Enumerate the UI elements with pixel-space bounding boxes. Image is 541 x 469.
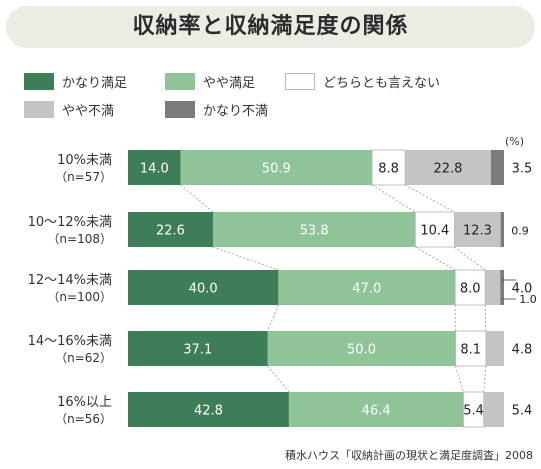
legend-item-somewhat-dissatisfied: やや不満 <box>24 100 115 119</box>
connector-line <box>267 304 279 332</box>
legend-swatch <box>285 72 315 90</box>
bar-segment <box>500 212 504 247</box>
legend-label: かなり満足 <box>62 75 128 91</box>
data-label: 4.0 <box>512 282 533 297</box>
data-label: 22.8 <box>433 162 462 177</box>
legend-swatch <box>24 100 54 118</box>
data-label: 46.4 <box>362 404 391 419</box>
legend-swatch <box>165 100 195 118</box>
data-label: 40.0 <box>189 282 218 297</box>
data-label: 37.1 <box>183 343 212 358</box>
data-label: 50.9 <box>262 162 291 177</box>
data-label: 22.6 <box>156 224 185 239</box>
bar-segment <box>128 270 279 305</box>
unit-label: (%) <box>505 135 525 148</box>
bar-segment <box>414 211 455 248</box>
bar-segment <box>490 150 504 185</box>
bar-segment <box>405 150 491 185</box>
category-label: 14〜16%未満 <box>28 334 112 349</box>
data-label: 12.3 <box>463 224 492 239</box>
bar-segment <box>128 392 289 427</box>
legend-label: どちらとも言えない <box>323 75 441 91</box>
category-label: 10%未満 <box>57 153 112 168</box>
title-banner: 収納率と収納満足度の関係 <box>6 6 535 48</box>
data-label: 10.4 <box>420 224 449 239</box>
source-note: 積水ハウス「収納計画の現状と満足度調査」2008 <box>285 449 533 462</box>
data-label: 42.8 <box>194 404 223 419</box>
legend-label: やや満足 <box>203 75 256 91</box>
connector-line <box>180 184 214 213</box>
bar-segment <box>462 391 485 428</box>
bar-segment <box>288 392 464 427</box>
category-n-label: （n=56） <box>55 412 112 426</box>
data-label: 5.4 <box>463 404 484 419</box>
bar-segment <box>128 150 181 185</box>
legend-item-very-satisfied: かなり満足 <box>24 72 128 91</box>
bar-segment <box>454 212 501 247</box>
legend-label: やや不満 <box>62 103 115 119</box>
bar-segment <box>371 149 406 186</box>
bar-segment <box>267 331 456 366</box>
data-label: 50.0 <box>347 343 376 358</box>
category-label: 12〜14%未満 <box>28 273 112 288</box>
connector-line <box>415 246 456 271</box>
bar-segment <box>454 269 486 306</box>
data-label: 5.4 <box>512 404 533 419</box>
data-label: 4.8 <box>512 343 533 358</box>
data-label: 0.9 <box>511 225 529 238</box>
connector-line <box>267 365 290 393</box>
bar-segment <box>483 392 504 427</box>
category-n-label: （n=100） <box>47 290 112 304</box>
chart-title: 収納率と収納満足度の関係 <box>132 14 409 39</box>
connector-line <box>484 304 487 332</box>
bar-segment <box>485 270 501 305</box>
bar-segment <box>278 270 456 305</box>
connector-line <box>483 365 487 393</box>
connector-line <box>212 246 279 271</box>
legend-label: かなり不満 <box>203 103 269 119</box>
category-n-label: （n=57） <box>55 170 112 184</box>
bar-segment <box>500 270 504 305</box>
legend-swatch <box>24 72 54 90</box>
connector-line <box>455 365 464 393</box>
connector-line <box>404 184 455 213</box>
data-label: 8.8 <box>378 162 399 177</box>
legend-swatch <box>165 72 195 90</box>
bar-segment <box>212 212 416 247</box>
data-label: 1.0 <box>519 293 537 306</box>
category-label: 10〜12%未満 <box>28 215 112 230</box>
data-label: 53.8 <box>300 224 329 239</box>
bar-segment <box>485 331 504 366</box>
legend-item-very-dissatisfied: かなり不満 <box>165 100 269 119</box>
bar-segment <box>128 212 213 247</box>
data-label: 14.0 <box>140 162 169 177</box>
data-label: 47.0 <box>352 282 381 297</box>
bar-segment <box>128 331 268 366</box>
category-label: 16%以上 <box>57 395 112 410</box>
category-n-label: （n=108） <box>47 232 112 246</box>
data-label: 3.5 <box>512 162 533 177</box>
connector-line <box>454 246 486 271</box>
legend-item-neutral: どちらとも言えない <box>285 72 441 91</box>
legend-item-somewhat-satisfied: やや満足 <box>165 72 256 91</box>
data-label: 8.0 <box>460 282 481 297</box>
bar-segment <box>455 330 487 367</box>
data-label: 8.1 <box>460 343 481 358</box>
bar-segment <box>180 150 373 185</box>
category-n-label: （n=62） <box>55 351 112 365</box>
connector-line <box>371 184 416 213</box>
